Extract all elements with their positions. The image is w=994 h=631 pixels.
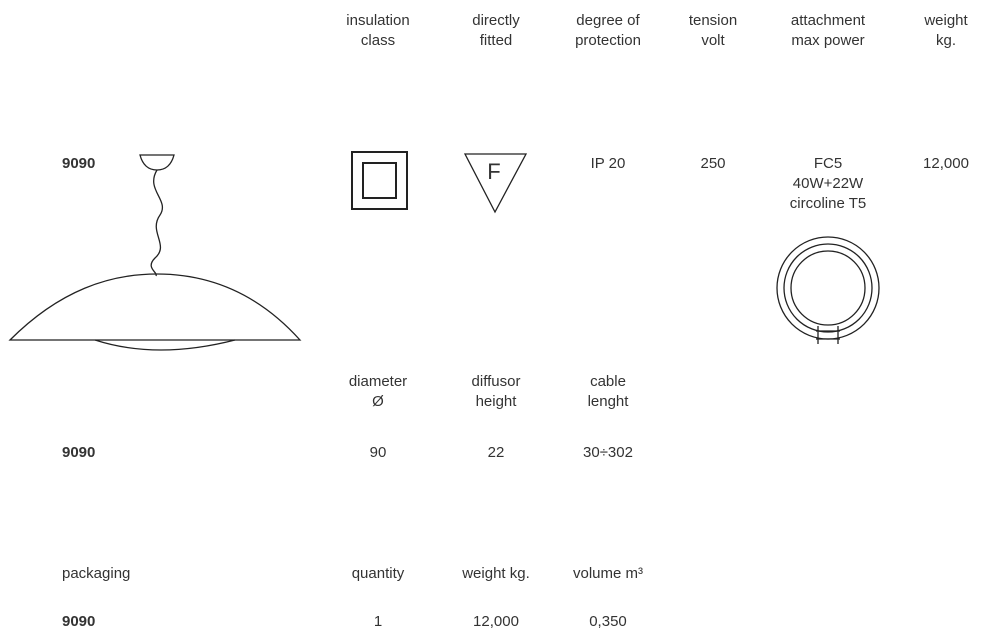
fitted-symbol: F — [479, 162, 509, 182]
drawings — [0, 0, 994, 631]
header: weight kg. — [431, 564, 561, 584]
code: 9090 — [62, 154, 95, 174]
circline-mid — [784, 244, 872, 332]
circline-inner — [791, 251, 865, 325]
text: kg. — [881, 31, 994, 51]
cell: 12,000 — [881, 154, 994, 174]
text: height — [431, 392, 561, 412]
cell: 250 — [648, 154, 778, 174]
lamp-shade — [10, 274, 300, 340]
text: diffusor — [431, 372, 561, 392]
cell: 0,350 — [543, 612, 673, 631]
insulation-icon — [352, 152, 407, 209]
text: fitted — [431, 31, 561, 51]
insulation-icon-inner — [363, 163, 396, 198]
text: weight — [881, 11, 994, 31]
ceiling-cup — [140, 155, 174, 170]
text: diameter — [313, 372, 443, 392]
cell: 1 — [313, 612, 443, 631]
cell: 90 — [313, 443, 443, 463]
code: 9090 — [62, 612, 95, 631]
text: max power — [763, 31, 893, 51]
text: directly — [431, 11, 561, 31]
text: cable — [543, 372, 673, 392]
text: 40W+22W — [763, 174, 893, 194]
header: volume m³ — [543, 564, 673, 584]
text: volt — [648, 31, 778, 51]
text: tension — [648, 11, 778, 31]
cell: 12,000 — [431, 612, 561, 631]
text: Ø — [313, 392, 443, 412]
text: attachment — [763, 11, 893, 31]
text: FC5 — [763, 154, 893, 174]
header: quantity — [313, 564, 443, 584]
diffusor — [95, 340, 235, 350]
text: lenght — [543, 392, 673, 412]
spec-sheet: insulationclass directlyfitted degree of… — [0, 0, 994, 631]
cable — [151, 170, 162, 276]
packaging-title: packaging — [62, 564, 130, 584]
cell: 30÷302 — [543, 443, 673, 463]
circline-outer — [777, 237, 879, 339]
circline-connector — [816, 326, 840, 344]
text: class — [313, 31, 443, 51]
code: 9090 — [62, 443, 95, 463]
cell: 22 — [431, 443, 561, 463]
text: circoline T5 — [763, 194, 893, 214]
text: insulation — [313, 11, 443, 31]
